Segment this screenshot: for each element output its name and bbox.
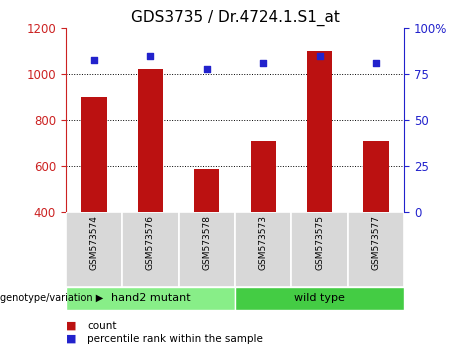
Bar	[81, 97, 107, 212]
Text: wild type: wild type	[294, 293, 345, 303]
Text: GSM573577: GSM573577	[371, 215, 381, 270]
Text: percentile rank within the sample: percentile rank within the sample	[87, 334, 263, 344]
Text: GSM573575: GSM573575	[315, 215, 324, 270]
Bar	[66, 287, 235, 310]
Bar	[251, 141, 276, 212]
Text: ■: ■	[66, 334, 76, 344]
Point	[90, 57, 98, 62]
Text: GSM573574: GSM573574	[89, 215, 99, 269]
Title: GDS3735 / Dr.4724.1.S1_at: GDS3735 / Dr.4724.1.S1_at	[131, 9, 339, 25]
Bar	[122, 212, 179, 287]
Bar	[235, 287, 404, 310]
Point	[259, 61, 267, 66]
Point	[203, 66, 211, 72]
Text: ■: ■	[66, 321, 76, 331]
Bar	[291, 212, 348, 287]
Bar	[138, 69, 163, 212]
Bar	[66, 212, 122, 287]
Bar	[363, 141, 389, 212]
Point	[316, 53, 323, 59]
Bar	[348, 212, 404, 287]
Bar	[194, 169, 219, 212]
Point	[147, 53, 154, 59]
Text: GSM573573: GSM573573	[258, 215, 268, 270]
Text: count: count	[87, 321, 117, 331]
Text: genotype/variation ▶: genotype/variation ▶	[0, 293, 103, 303]
Bar	[307, 51, 332, 212]
Bar	[179, 212, 235, 287]
Text: GSM573578: GSM573578	[202, 215, 212, 270]
Bar	[235, 212, 291, 287]
Text: GSM573576: GSM573576	[146, 215, 155, 270]
Point	[372, 61, 380, 66]
Text: hand2 mutant: hand2 mutant	[110, 293, 190, 303]
